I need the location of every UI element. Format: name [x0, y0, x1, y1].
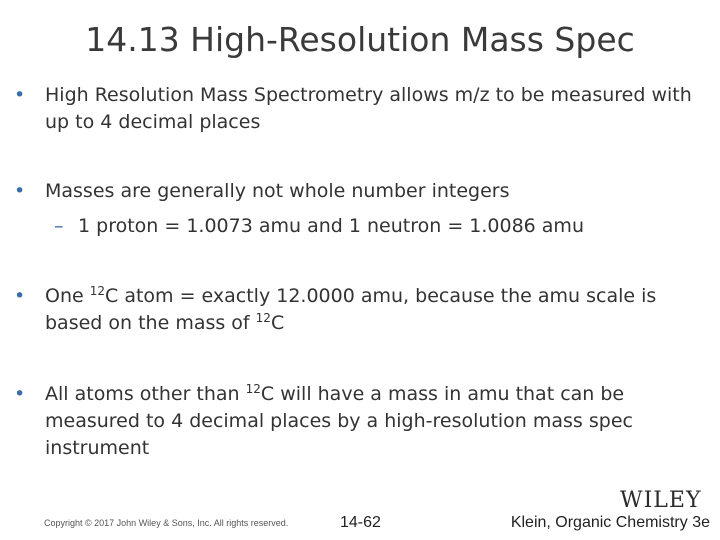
- copyright-text: Copyright © 2017 John Wiley & Sons, Inc.…: [44, 518, 289, 528]
- bullet-4-text: All atoms other than 12C will have a mas…: [45, 382, 633, 459]
- bullet-1-text: High Resolution Mass Spectrometry allows…: [45, 84, 692, 133]
- isotope-superscript: 12: [89, 284, 106, 298]
- isotope-superscript: 12: [255, 311, 271, 325]
- bullet-icon: •: [14, 285, 26, 307]
- book-citation: Klein, Organic Chemistry 3e: [510, 514, 710, 531]
- page-number: 14-62: [340, 514, 381, 531]
- slide-title: 14.13 High-Resolution Mass Spec: [85, 20, 635, 59]
- isotope-superscript: 12: [245, 382, 261, 396]
- bullet-icon: •: [14, 180, 26, 202]
- wiley-logo: WILEY: [620, 488, 702, 513]
- bullet-icon: •: [14, 84, 26, 106]
- sub-bullet-2-text: 1 proton = 1.0073 amu and 1 neutron = 1.…: [78, 215, 584, 237]
- bullet-3-text: One 12C atom = exactly 12.0000 amu, beca…: [45, 284, 657, 334]
- dash-icon: –: [54, 215, 64, 237]
- bullet-2-text: Masses are generally not whole number in…: [45, 180, 510, 202]
- bullet-icon: •: [14, 383, 26, 405]
